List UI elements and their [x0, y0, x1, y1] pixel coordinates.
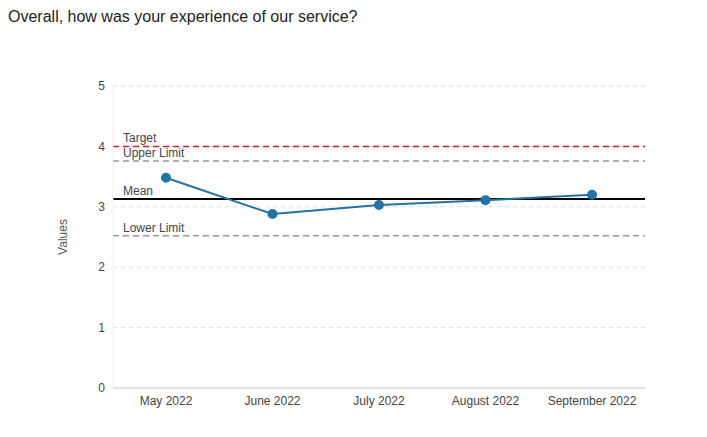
svg-text:5: 5 — [98, 79, 105, 93]
svg-text:May 2022: May 2022 — [140, 394, 193, 408]
svg-text:September 2022: September 2022 — [548, 394, 637, 408]
svg-text:July 2022: July 2022 — [353, 394, 405, 408]
svg-text:Upper Limit: Upper Limit — [123, 146, 185, 160]
svg-text:3: 3 — [98, 200, 105, 214]
svg-text:2: 2 — [98, 260, 105, 274]
svg-text:Lower Limit: Lower Limit — [123, 221, 185, 235]
svg-text:4: 4 — [98, 140, 105, 154]
svg-text:0: 0 — [98, 381, 105, 395]
svg-text:August 2022: August 2022 — [452, 394, 520, 408]
html-text:Overall, how was your experien: Overall, how was your experience of our … — [8, 8, 358, 25]
svg-text:Values: Values — [56, 219, 70, 255]
svg-text:1: 1 — [98, 321, 105, 335]
svg-text:June 2022: June 2022 — [244, 394, 300, 408]
svg-text:Mean: Mean — [123, 184, 153, 198]
svg-text:Target: Target — [123, 131, 157, 145]
